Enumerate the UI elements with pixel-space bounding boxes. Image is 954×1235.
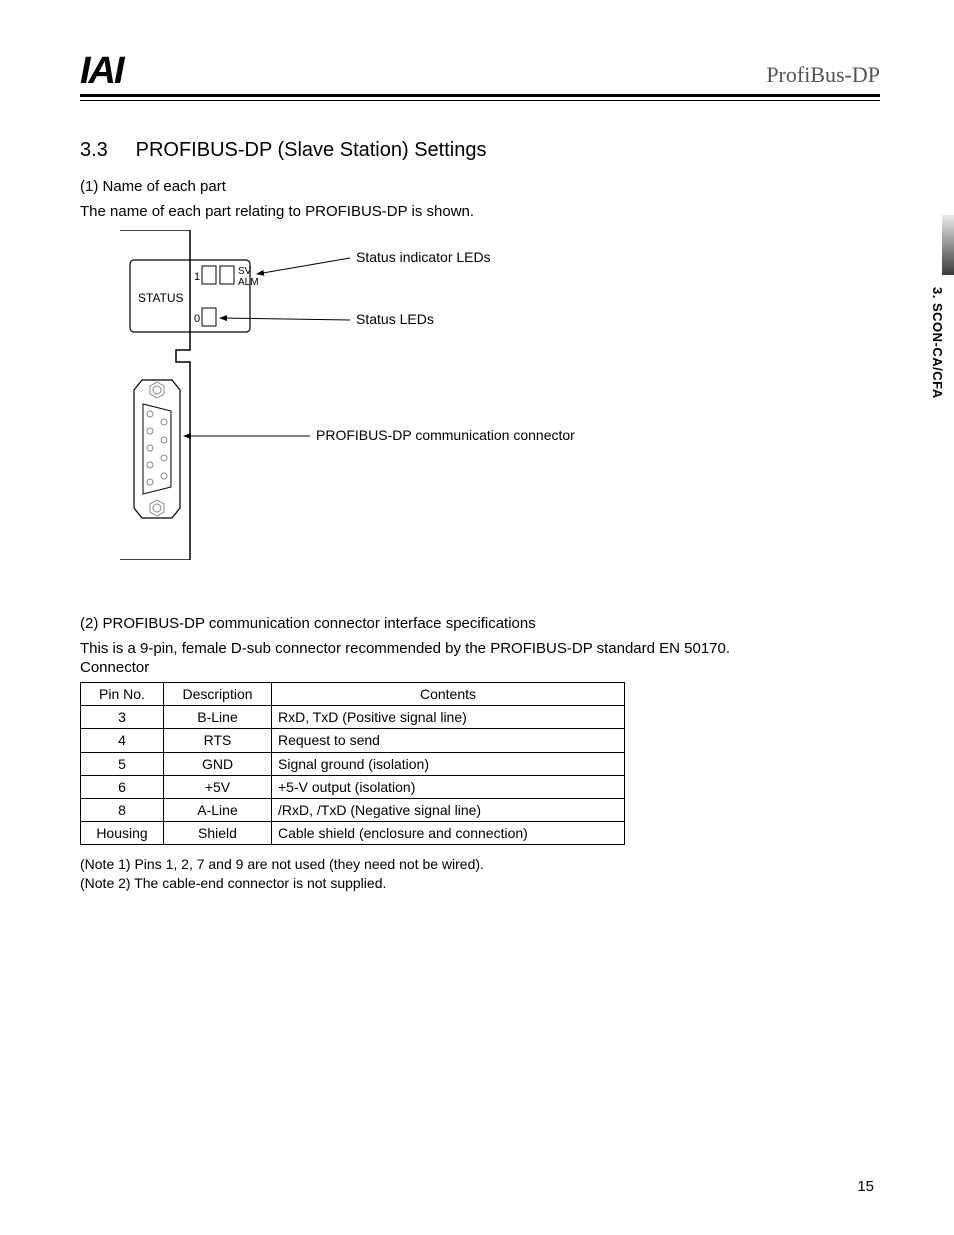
section-title: PROFIBUS-DP (Slave Station) Settings — [136, 139, 487, 161]
col-header-desc: Description — [164, 683, 272, 706]
page-number: 15 — [857, 1178, 874, 1195]
table-caption: Connector — [80, 659, 880, 676]
subheading-part1: (1) Name of each part — [80, 178, 880, 195]
dsub-connector — [134, 380, 180, 518]
table-row: Housing Shield Cable shield (enclosure a… — [81, 822, 625, 845]
header-rule — [80, 94, 880, 101]
intro-part1: The name of each part relating to PROFIB… — [80, 203, 880, 220]
led1-number: 1 — [194, 271, 200, 283]
callout-status-indicator: Status indicator LEDs — [356, 249, 491, 265]
led0-number: 0 — [194, 313, 200, 325]
note-2: (Note 2) The cable-end connector is not … — [80, 874, 880, 893]
side-tab: 3. SCON-CA/CFA — [922, 215, 954, 425]
side-tab-gradient — [942, 215, 954, 275]
parts-diagram: STATUS 1 SV ALM 0 — [110, 230, 880, 565]
status-label: STATUS — [138, 291, 184, 305]
logo: IAI — [80, 52, 129, 92]
intro-part2: This is a 9-pin, female D-sub connector … — [80, 640, 880, 657]
section-number: 3.3 — [80, 139, 108, 161]
table-row: 6 +5V +5-V output (isolation) — [81, 775, 625, 798]
col-header-pin: Pin No. — [81, 683, 164, 706]
alm-label: ALM — [238, 277, 259, 288]
table-row: 8 A-Line /RxD, /TxD (Negative signal lin… — [81, 798, 625, 821]
callout-status-leds: Status LEDs — [356, 311, 434, 327]
notes: (Note 1) Pins 1, 2, 7 and 9 are not used… — [80, 855, 880, 893]
side-tab-label: 3. SCON-CA/CFA — [930, 287, 945, 399]
section-heading: 3.3 PROFIBUS-DP (Slave Station) Settings — [80, 139, 880, 162]
table-row: 5 GND Signal ground (isolation) — [81, 752, 625, 775]
page-header: IAI ProfiBus-DP — [80, 52, 880, 92]
table-row: 4 RTS Request to send — [81, 729, 625, 752]
table-row: 3 B-Line RxD, TxD (Positive signal line) — [81, 706, 625, 729]
col-header-cont: Contents — [272, 683, 625, 706]
table-header-row: Pin No. Description Contents — [81, 683, 625, 706]
note-1: (Note 1) Pins 1, 2, 7 and 9 are not used… — [80, 855, 880, 874]
sv-label: SV — [238, 266, 252, 277]
callout-connector: PROFIBUS-DP communication connector — [316, 427, 575, 443]
connector-table: Pin No. Description Contents 3 B-Line Rx… — [80, 682, 880, 845]
subheading-part2: (2) PROFIBUS-DP communication connector … — [80, 615, 880, 632]
document-brand: ProfiBus-DP — [766, 62, 880, 92]
